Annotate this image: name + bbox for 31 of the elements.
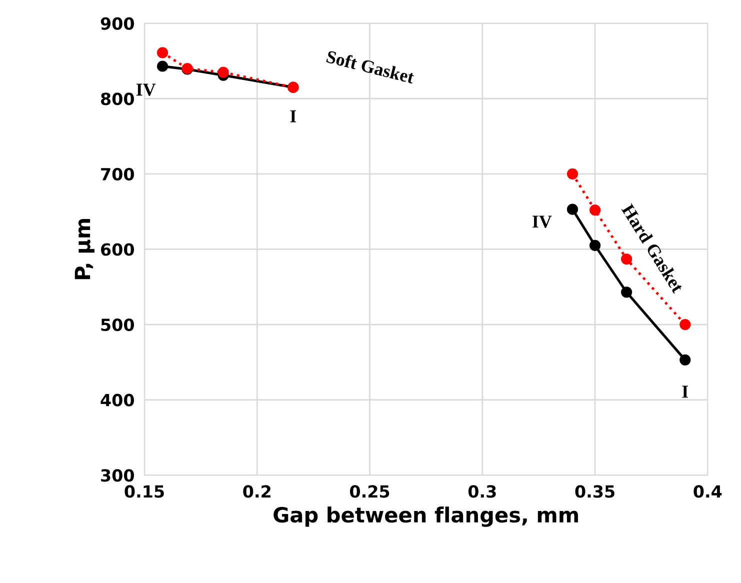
point [566, 168, 578, 180]
y-tick-label: 900 [100, 17, 134, 30]
point [589, 204, 601, 216]
x-tick-label: 0.15 [124, 485, 164, 498]
annotation: IV [532, 216, 552, 228]
point [589, 240, 601, 252]
point [218, 66, 229, 78]
x-tick-label: 0.35 [575, 485, 614, 498]
point [566, 204, 578, 215]
y-tick-label: 800 [101, 92, 134, 106]
y-axis-title: P, μm [74, 219, 94, 280]
annotation: I [682, 386, 688, 398]
y-tick-label: 300 [101, 469, 134, 482]
point [156, 60, 168, 72]
annotation: IV [136, 84, 156, 96]
point [621, 286, 632, 298]
y-tick-label: 500 [101, 318, 134, 332]
x-tick-label: 0.2 [243, 485, 270, 498]
point [680, 318, 691, 330]
x-axis-title: Gap between flanges, mm [274, 506, 578, 527]
y-tick-label: 700 [101, 168, 134, 180]
x-tick-label: 0.4 [694, 485, 722, 498]
y-tick-label: 400 [100, 394, 134, 406]
x-tick-label: 0.3 [468, 485, 496, 498]
x-tick-label: 0.25 [350, 485, 390, 498]
point [680, 354, 691, 366]
point [621, 253, 632, 265]
annotation: I [290, 110, 296, 122]
y-tick-label: 600 [101, 243, 134, 256]
annotation: Soft Gasket [326, 50, 416, 84]
point [156, 47, 168, 58]
